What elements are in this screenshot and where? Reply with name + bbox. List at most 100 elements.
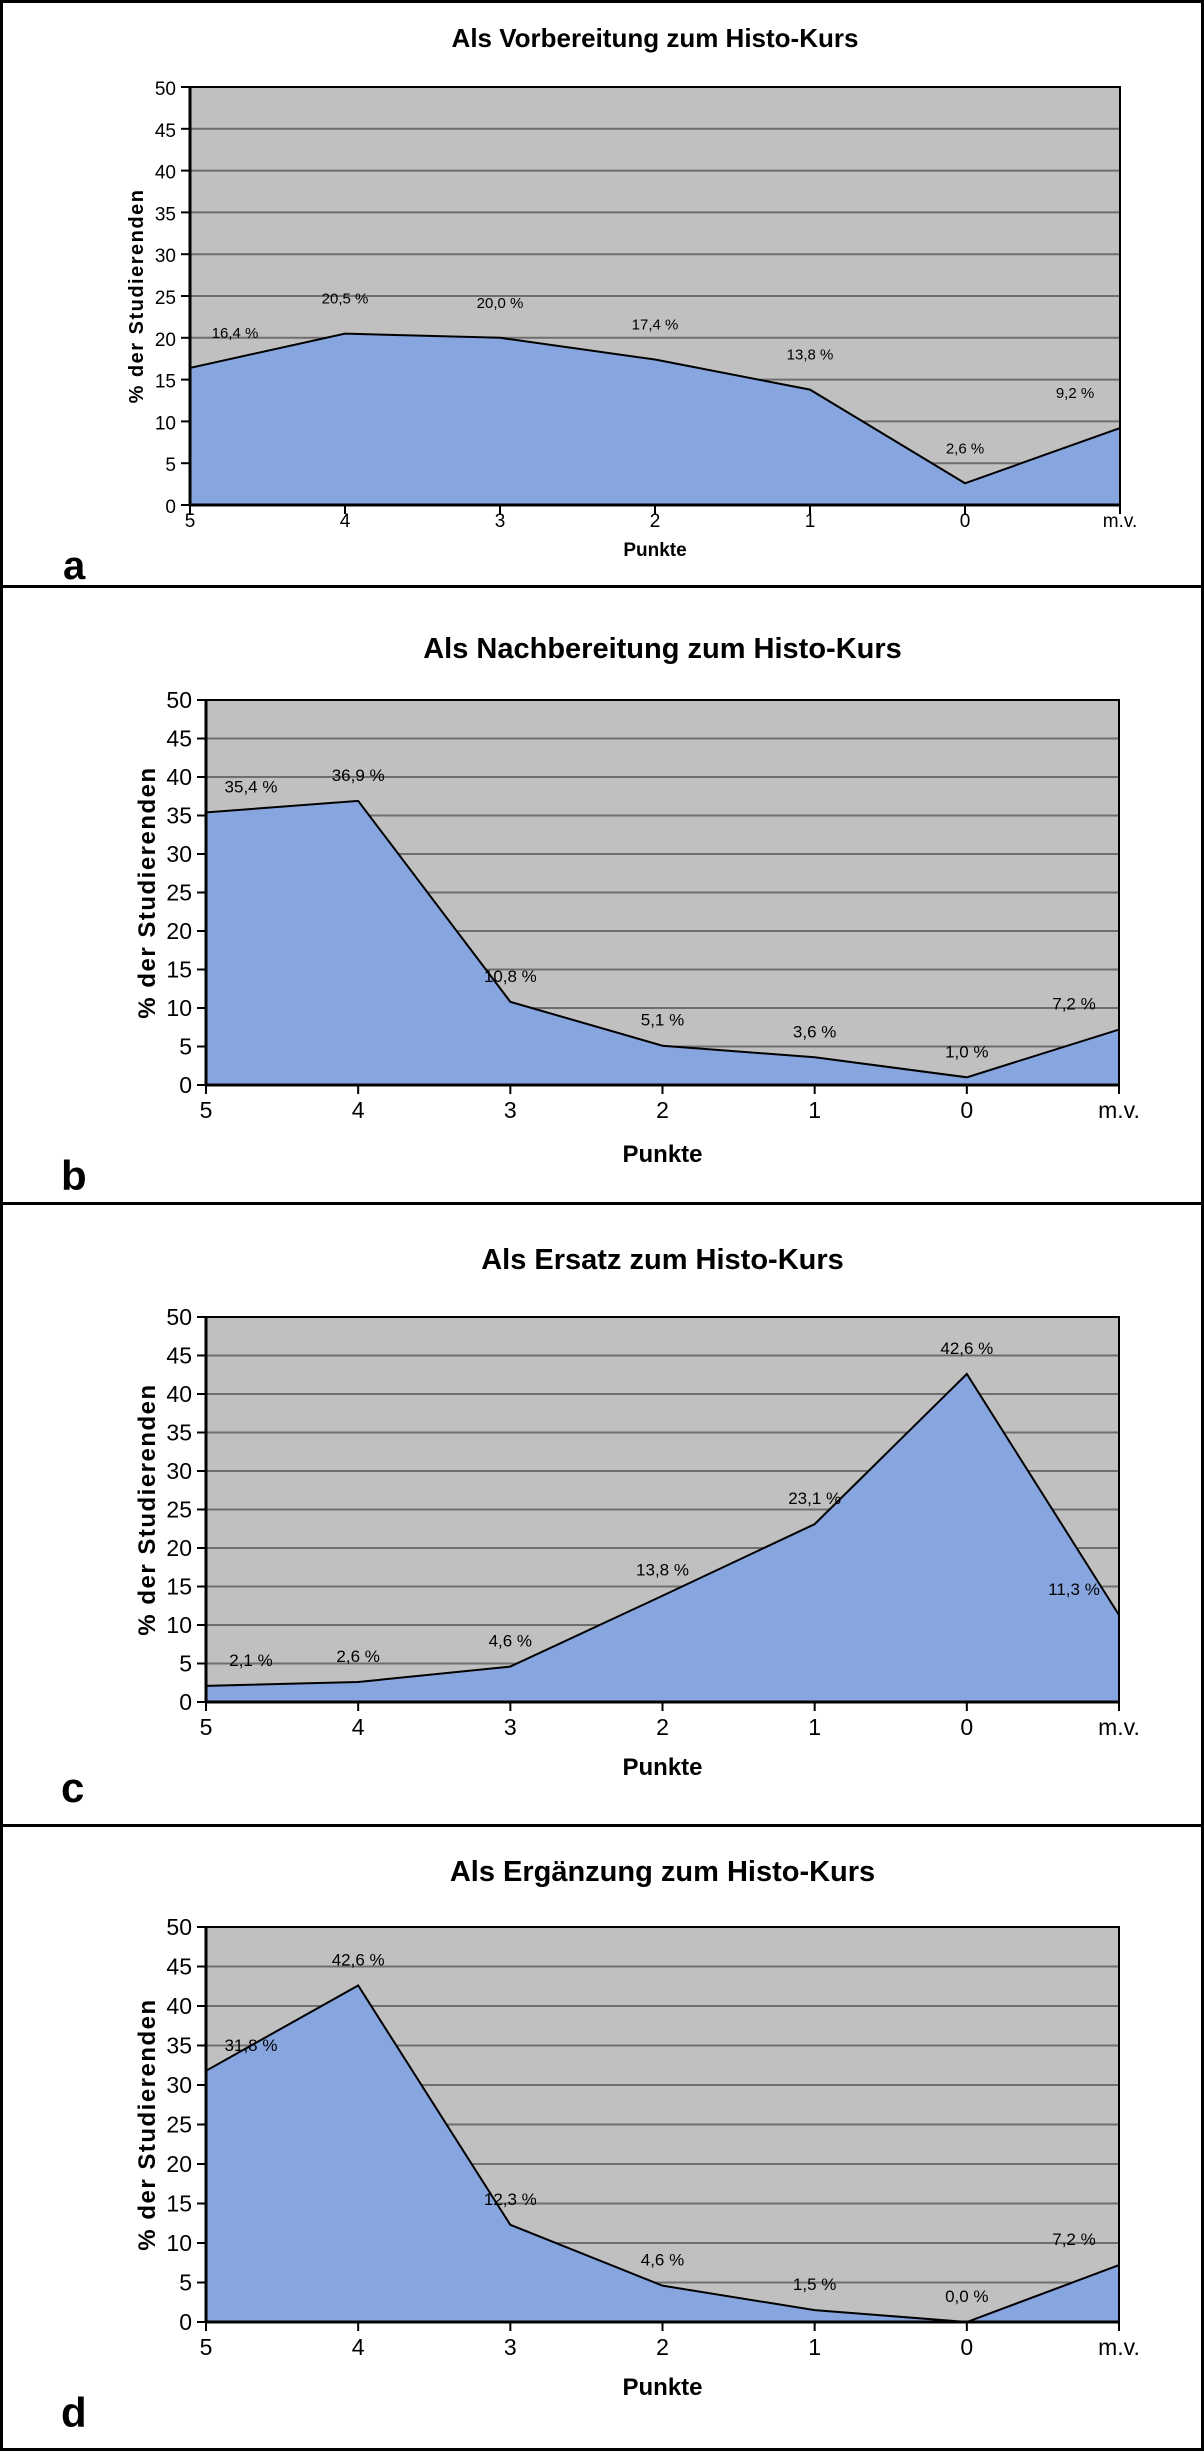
chart-title: Als Ersatz zum Histo-Kurs bbox=[481, 1244, 844, 1276]
y-axis-title: % der Studierenden bbox=[134, 1383, 161, 1635]
x-tick-label: 1 bbox=[805, 511, 816, 532]
y-tick-label: 25 bbox=[166, 880, 192, 906]
data-label: 20,0 % bbox=[477, 295, 524, 312]
x-tick-label: m.v. bbox=[1098, 2334, 1140, 2360]
y-tick-label: 10 bbox=[166, 995, 192, 1021]
y-tick-label: 15 bbox=[166, 1574, 192, 1600]
data-label: 4,6 % bbox=[641, 2251, 684, 2270]
data-label: 16,4 % bbox=[212, 325, 259, 342]
data-label: 42,6 % bbox=[940, 1339, 993, 1358]
x-tick-label: 1 bbox=[808, 2334, 821, 2360]
y-tick-label: 10 bbox=[166, 1612, 192, 1638]
y-tick-label: 50 bbox=[166, 1304, 192, 1330]
y-tick-label: 20 bbox=[155, 330, 176, 351]
y-tick-label: 25 bbox=[155, 288, 176, 309]
x-tick-label: 0 bbox=[960, 1714, 973, 1740]
y-tick-label: 40 bbox=[155, 163, 176, 184]
chart-panel-a: 0 5 10 15 20 25 30 35 40 45 50 5 4 3 2 1 0 m.v. 16,4 % 20,5… bbox=[3, 3, 1201, 588]
x-tick-label: 3 bbox=[504, 1714, 517, 1740]
y-axis-title: % der Studierenden bbox=[134, 1998, 161, 2250]
x-axis-title: Punkte bbox=[622, 1141, 702, 1168]
y-tick-label: 45 bbox=[166, 1954, 192, 1980]
y-tick-label: 15 bbox=[155, 372, 176, 393]
x-tick-label: 0 bbox=[960, 1097, 973, 1123]
data-label: 4,6 % bbox=[489, 1632, 532, 1651]
data-label: 2,1 % bbox=[229, 1651, 272, 1670]
y-tick-label: 0 bbox=[179, 1072, 192, 1098]
y-tick-label: 25 bbox=[166, 2112, 192, 2138]
x-tick-label: 5 bbox=[185, 511, 196, 532]
data-label: 5,1 % bbox=[641, 1011, 684, 1030]
chart-title: Als Ergänzung zum Histo-Kurs bbox=[450, 1856, 875, 1888]
x-tick-label: 3 bbox=[495, 511, 506, 532]
x-tick-label: m.v. bbox=[1098, 1714, 1140, 1740]
y-tick-label: 35 bbox=[166, 2033, 192, 2059]
x-tick-label: 2 bbox=[656, 1097, 669, 1123]
y-tick-label: 0 bbox=[179, 2309, 192, 2335]
data-label: 31,8 % bbox=[225, 2036, 278, 2055]
data-label: 7,2 % bbox=[1052, 2230, 1095, 2249]
panel-letter: d bbox=[61, 2389, 87, 2436]
data-label: 2,6 % bbox=[336, 1647, 379, 1666]
y-tick-label: 5 bbox=[179, 1034, 192, 1060]
chart-panel-b: 0 5 10 15 20 25 30 35 40 45 50 5 4 3 2 1 0 m.v. 35,4 % 36,9… bbox=[3, 588, 1201, 1205]
data-label: 42,6 % bbox=[332, 1950, 385, 1969]
data-label: 17,4 % bbox=[632, 317, 679, 334]
y-tick-label: 5 bbox=[165, 455, 176, 476]
data-label: 10,8 % bbox=[484, 967, 537, 986]
data-label: 23,1 % bbox=[788, 1489, 841, 1508]
y-tick-label: 0 bbox=[165, 497, 176, 518]
y-tick-label: 20 bbox=[166, 2151, 192, 2177]
x-axis-title: Punkte bbox=[622, 2374, 702, 2401]
y-axis-title: % der Studierenden bbox=[126, 189, 148, 404]
data-label: 3,6 % bbox=[793, 1022, 836, 1041]
x-tick-label: 3 bbox=[504, 2334, 517, 2360]
y-tick-label: 45 bbox=[155, 121, 176, 142]
y-tick-label: 40 bbox=[166, 764, 192, 790]
x-tick-label: 5 bbox=[200, 1714, 213, 1740]
y-tick-label: 40 bbox=[166, 1381, 192, 1407]
x-tick-label: 2 bbox=[656, 2334, 669, 2360]
data-label: 2,6 % bbox=[946, 440, 984, 457]
x-tick-label: m.v. bbox=[1098, 1097, 1140, 1123]
y-tick-label: 30 bbox=[166, 1458, 192, 1484]
y-tick-label: 15 bbox=[166, 2191, 192, 2217]
data-label: 36,9 % bbox=[332, 766, 385, 785]
y-tick-label: 50 bbox=[166, 687, 192, 713]
x-tick-label: 3 bbox=[504, 1097, 517, 1123]
y-tick-label: 50 bbox=[166, 1914, 192, 1940]
x-tick-label: 1 bbox=[808, 1714, 821, 1740]
data-label: 1,0 % bbox=[945, 1042, 988, 1061]
y-tick-label: 5 bbox=[179, 1651, 192, 1677]
y-tick-label: 0 bbox=[179, 1689, 192, 1715]
y-tick-label: 10 bbox=[155, 413, 176, 434]
x-tick-label: 0 bbox=[960, 2334, 973, 2360]
chart-panel-c: 0 5 10 15 20 25 30 35 40 45 50 5 4 3 2 1 0 m.v. 2,1 % 2,6 %… bbox=[3, 1205, 1201, 1827]
chart-title: Als Nachbereitung zum Histo-Kurs bbox=[423, 633, 902, 665]
data-label: 12,3 % bbox=[484, 2190, 537, 2209]
x-tick-label: 0 bbox=[960, 511, 971, 532]
x-tick-label: 4 bbox=[352, 1097, 365, 1123]
y-tick-label: 30 bbox=[166, 841, 192, 867]
chart-title: Als Vorbereitung zum Histo-Kurs bbox=[452, 23, 859, 53]
y-tick-label: 30 bbox=[166, 2072, 192, 2098]
y-tick-label: 5 bbox=[179, 2270, 192, 2296]
data-label: 13,8 % bbox=[787, 347, 834, 364]
y-tick-label: 30 bbox=[155, 246, 176, 267]
y-axis-title: % der Studierenden bbox=[134, 766, 161, 1018]
y-tick-label: 40 bbox=[166, 1993, 192, 2019]
y-tick-label: 20 bbox=[166, 1535, 192, 1561]
y-tick-label: 50 bbox=[155, 79, 176, 100]
y-tick-label: 10 bbox=[166, 2230, 192, 2256]
data-label: 35,4 % bbox=[225, 777, 278, 796]
data-label: 1,5 % bbox=[793, 2275, 836, 2294]
x-tick-label: 5 bbox=[200, 2334, 213, 2360]
y-tick-label: 35 bbox=[166, 1420, 192, 1446]
